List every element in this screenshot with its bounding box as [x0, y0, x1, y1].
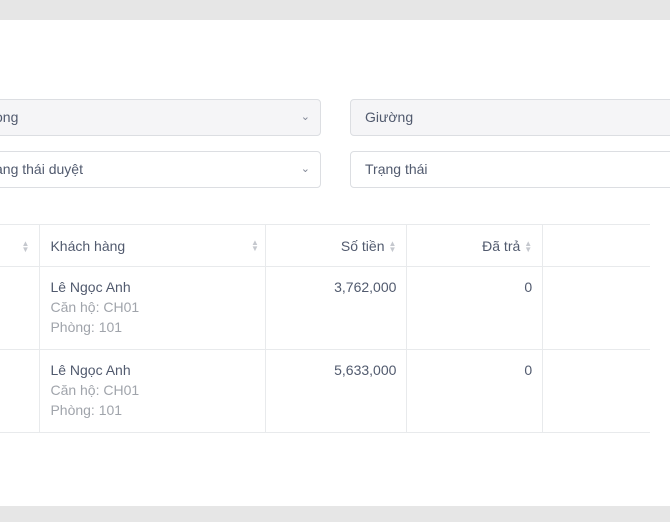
customer-room: Phòng: 101	[50, 402, 123, 418]
header-label: Khách hàng	[50, 237, 126, 254]
cell-first	[0, 266, 41, 350]
table-header: ▲ ▼ Khách hàng ▲ ▼ Số tiền ▲ ▼ Đã trả ▲ ▼	[0, 224, 650, 267]
column-header-first[interactable]: ▲ ▼	[0, 224, 41, 267]
approval-status-select[interactable]: ang thái duyệt ⌄	[0, 151, 321, 188]
cell-next	[542, 349, 650, 433]
room-select-value: òng	[0, 109, 19, 125]
room-select[interactable]: òng ⌄	[0, 99, 321, 136]
cell-first	[0, 349, 41, 433]
cell-amount: 5,633,000	[265, 349, 408, 433]
header-label: Đã trả	[482, 237, 521, 254]
cell-customer: Lê Ngọc Anh Căn hộ: CH01 Phòng: 101	[39, 266, 266, 350]
cell-amount: 3,762,000	[265, 266, 408, 350]
cell-next	[542, 266, 650, 350]
status-input-placeholder: Trạng thái	[365, 161, 428, 177]
cell-customer: Lê Ngọc Anh Căn hộ: CH01 Phòng: 101	[39, 349, 266, 433]
customer-apartment: Căn hộ: CH01	[50, 382, 140, 398]
chevron-down-icon: ⌄	[300, 163, 310, 175]
column-header-amount[interactable]: Số tiền ▲ ▼	[265, 224, 408, 267]
approval-select-value: ang thái duyệt	[0, 161, 83, 177]
column-header-paid[interactable]: Đã trả ▲ ▼	[406, 224, 544, 267]
customer-name: Lê Ngọc Anh	[50, 279, 131, 295]
column-header-next	[542, 224, 650, 267]
sort-icon[interactable]: ▲ ▼	[524, 238, 533, 254]
customer-room: Phòng: 101	[50, 319, 123, 335]
cell-paid: 0	[406, 349, 544, 433]
bed-input-placeholder: Giường	[365, 109, 414, 125]
customer-name: Lê Ngọc Anh	[50, 362, 131, 378]
header-label: Số tiền	[340, 237, 385, 254]
column-header-customer[interactable]: Khách hàng ▲ ▼	[39, 224, 266, 267]
chevron-down-icon: ⌄	[300, 111, 310, 123]
table-row: Lê Ngọc Anh Căn hộ: CH01 Phòng: 101 3,76…	[0, 266, 650, 350]
cell-paid: 0	[406, 266, 544, 350]
bed-input[interactable]: Giường	[350, 99, 670, 136]
table-row: Lê Ngọc Anh Căn hộ: CH01 Phòng: 101 5,63…	[0, 349, 650, 433]
invoice-table: ▲ ▼ Khách hàng ▲ ▼ Số tiền ▲ ▼ Đã trả ▲ ▼ Lê Ng…	[0, 224, 650, 433]
sort-icon[interactable]: ▲ ▼	[21, 238, 30, 254]
customer-apartment: Căn hộ: CH01	[50, 299, 140, 315]
sort-icon[interactable]: ▲ ▼	[251, 238, 259, 253]
status-input[interactable]: Trạng thái	[350, 151, 670, 188]
sort-icon[interactable]: ▲ ▼	[388, 238, 397, 254]
